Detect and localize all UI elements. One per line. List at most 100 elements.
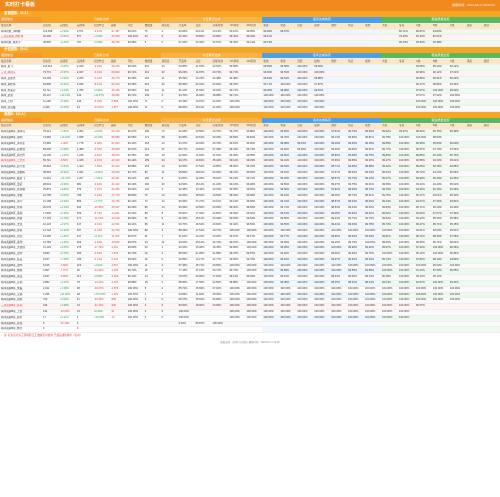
column-header[interactable]: 成交 xyxy=(364,23,382,30)
table-row[interactable]: 梅州商超B区_张华 9,690 +0.79% 260 -3.61% -7,616 99.70… xyxy=(0,251,500,258)
column-header[interactable]: 邀约 xyxy=(330,123,348,131)
column-header[interactable]: 72h转化 xyxy=(228,123,246,131)
column-header[interactable]: 目标值 xyxy=(42,123,59,131)
table-row[interactable]: 三亚_林国东 73,772 +5.37% 2,347 -0.31% -59,994 99.7… xyxy=(0,70,500,77)
table-row[interactable]: 梅州商超B区_陈美 8,207 +7.48% 185 -4.17% -6,347 99.54… xyxy=(0,257,500,264)
column-header[interactable]: 差额 xyxy=(109,58,127,66)
table-row[interactable]: 梅州商超B区_叶婷 20,079 +4.14% 641 -10.36% -15,647 99… xyxy=(0,205,500,212)
table-row[interactable]: 梅州商超B区_赵宇豪 45,818 +5.84% 1,424 -7.59% -35,424… xyxy=(0,164,500,171)
column-header[interactable]: 活跃 xyxy=(296,23,314,30)
column-header[interactable]: 复购 xyxy=(313,23,331,30)
column-header[interactable]: 对比昨日 xyxy=(92,58,110,66)
column-header[interactable]: 通话 xyxy=(482,23,500,30)
column-header[interactable]: 满意 xyxy=(465,58,483,66)
table-row[interactable]: 梅州_贾强 26,147 +12.11% 413 +11.57% -18,962 99.71… xyxy=(0,93,500,101)
column-header[interactable]: 到店 xyxy=(347,23,365,30)
column-header[interactable]: 开发率 xyxy=(177,123,195,131)
table-row[interactable]: 梅州商超B区_徐强 5 -37.16% 0 0.00% 66.67% 100.00% xyxy=(0,321,500,328)
column-header[interactable]: 到店 xyxy=(347,58,365,66)
column-header[interactable]: B类 xyxy=(431,123,449,131)
column-header[interactable]: 大客 xyxy=(381,58,399,66)
column-header[interactable]: B类 xyxy=(431,23,449,30)
column-header[interactable]: 老客 xyxy=(279,123,297,131)
table-row[interactable]: 梅州_黄杜琴 62,805 +0.21% 2,036 -8.21% -50,420 99.3… xyxy=(0,82,500,89)
column-header[interactable]: 完成值 xyxy=(58,58,76,66)
column-header[interactable]: 专项 xyxy=(398,23,415,30)
table-row[interactable]: 梅州商超B区_许鹏辉 38,518 +8.32% 1,001 +4.51% -29,915… xyxy=(0,170,500,177)
table-row[interactable]: 梅州商超B区_朱磊 2,311 +7.48% 38 -49.27% -1,879 100.0… xyxy=(0,286,500,293)
column-header[interactable]: 新客 xyxy=(262,58,280,66)
column-header[interactable]: 30d回访 xyxy=(245,23,263,30)
column-header[interactable]: 新客 xyxy=(262,23,280,30)
column-header[interactable]: 差额 xyxy=(109,123,127,131)
column-header[interactable]: 开发率 xyxy=(177,58,195,66)
column-header[interactable]: 占比 xyxy=(194,23,212,30)
column-header[interactable]: 成员名称 xyxy=(0,23,42,30)
table-row[interactable]: 梅州商超B区_李鹏 22,758 +4.59% 795 -1.23% -17,715 98.… xyxy=(0,193,500,200)
table-row[interactable]: 梅州商超B区_杨帆 3,897 -7.07% 96 -24.06% -3,005 99.73… xyxy=(0,268,500,276)
column-header[interactable]: B类 xyxy=(431,58,449,66)
column-header[interactable]: 开发率 xyxy=(177,23,195,30)
column-header[interactable]: 数据量 xyxy=(143,123,161,131)
column-header[interactable]: 老客 xyxy=(279,58,297,66)
column-header[interactable]: 老客 xyxy=(279,23,297,30)
column-header[interactable]: 成交 xyxy=(364,123,382,131)
column-header[interactable]: 30d回访 xyxy=(245,123,263,131)
table-row[interactable]: 三亚商超B区_陈丽 446 +1.38% 19 -32.14% -336 100.00% 4 0… xyxy=(0,303,500,310)
table-row[interactable]: 梅州社群_林文宇 38,895 +2.45% 757 +5.98% -38,795 99.9… xyxy=(0,40,500,47)
table-row[interactable]: 梅州商超B区_吴静 1,256 +31.82% 28 +175.00% -1,070 100… xyxy=(0,292,500,299)
column-header[interactable]: 占比 xyxy=(194,123,212,131)
column-header[interactable]: 成员名称 xyxy=(0,123,42,131)
column-header[interactable]: 首联时效 xyxy=(211,23,229,30)
column-header[interactable]: 满意 xyxy=(465,123,483,131)
table-row[interactable]: 梅州商超B区_钱华 5,915 -1.56% 119 +1.02% -4,817 100.0… xyxy=(0,263,500,270)
column-header[interactable]: C类 xyxy=(448,58,466,66)
column-header[interactable]: 活跃 xyxy=(296,123,314,131)
column-header[interactable]: C类 xyxy=(448,23,466,30)
table-row[interactable]: 梅州商超B区_林大伟 49,199 +1.02% 1,236 -0.40% -38,334… xyxy=(0,152,500,160)
column-header[interactable]: 首联时效 xyxy=(211,58,229,66)
table-row[interactable]: 梅州商超B区_温武 28,043 +5.36% 981 -3.44% -21,113 99.… xyxy=(0,181,500,189)
column-header[interactable]: 满意度 xyxy=(160,23,178,30)
table-row[interactable]: 梅州商超B区_姚星飞 31,916 +14.19% 1,267 +7.81% -25,30… xyxy=(0,176,500,183)
column-header[interactable]: 专项 xyxy=(398,123,415,131)
column-header[interactable]: A类 xyxy=(414,123,432,131)
column-header[interactable]: 差额 xyxy=(109,23,127,30)
column-header[interactable]: 数据量 xyxy=(143,23,161,30)
column-header[interactable]: 数据量 xyxy=(143,58,161,66)
table-row[interactable]: 梅州_杜荣安 53,711 +4.24% 1,789 +0.86% -45,159 99.5… xyxy=(0,88,500,95)
column-header[interactable]: 对比昨日 xyxy=(92,123,110,131)
table-row[interactable]: 梅州商超B区_王文秀 53,711 -0.50% 1,325 -2.21% -42,119… xyxy=(0,158,500,166)
column-header[interactable]: 完成值 xyxy=(58,23,76,30)
column-header[interactable]: 大客 xyxy=(381,23,399,30)
column-header[interactable]: 首联时效 xyxy=(211,123,229,131)
column-header[interactable]: 大客 xyxy=(381,123,399,131)
column-header[interactable]: 30d回访 xyxy=(245,58,263,66)
table-row[interactable]: 梅州商超B区_王凯 131 -10.29% 13 +6.33% -91 100.00% 2 0 1… xyxy=(0,309,500,316)
table-row[interactable]: 梅州_黄飞 115,012 +3.66% 4,049 -3.23% -99,225 99.0… xyxy=(0,64,500,72)
table-row[interactable]: 梅州商超B区_沈铭 16,123 +4.97% 447 -0.40% -12,631 99.… xyxy=(0,222,500,229)
table-row[interactable]: 梅州_王梓 11,228 +5.38% 446 -8.15% -8,599 100.00% 7… xyxy=(0,99,500,106)
column-header[interactable]: C类 xyxy=(448,123,466,131)
column-header[interactable]: 环比 xyxy=(126,123,144,131)
column-header[interactable]: 目标值 xyxy=(42,23,59,30)
table-row[interactable]: 梅州商超B区_杨光 0 0 xyxy=(0,326,500,334)
table-row[interactable]: 梅州商超B区_谢承亮 78,214 +7.82% 2,364 +0.63% -62,129… xyxy=(0,129,500,137)
table-row[interactable]: 梅州商超B区_刘倩 17,103 +2.79% 471 -11.13% -13,319 99… xyxy=(0,216,500,223)
column-header[interactable]: 72h转化 xyxy=(228,58,246,66)
column-header[interactable]: 完成率 xyxy=(75,58,93,66)
column-header[interactable]: 邀约 xyxy=(330,23,348,30)
column-header[interactable]: 邀约 xyxy=(330,58,348,66)
table-row[interactable]: 梅州_彭斯文 63,299 +2.63% 2,269 -0.44% -49,776 99.4… xyxy=(0,76,500,83)
table-row[interactable]: 梅州商超B区_孙婷 14,742 +0.42% 367 -2.13% -11,730 100… xyxy=(0,228,500,235)
column-header[interactable]: 成员名称 xyxy=(0,58,42,66)
table-row[interactable]: 三亚店客服_杨胜博 40,248 +6.61% 577 +1.00% -37,025 100… xyxy=(0,34,500,42)
table-row[interactable]: 梅州商超B区_高明 2,882 +2.33% 78 -14.24% -2,154 98.88… xyxy=(0,280,500,287)
table-row[interactable]: 梅州商超B区_赵启锋 58,300 +2.58% 1,489 -2.07% -45,818… xyxy=(0,147,500,154)
column-header[interactable]: A类 xyxy=(414,58,432,66)
column-header[interactable]: 满意度 xyxy=(160,58,178,66)
column-header[interactable]: 活跃 xyxy=(296,58,314,66)
table-row[interactable]: 梅州商超B区_黄超 17,895 +6.39% 559 -8.73% -14,001 99.… xyxy=(0,210,500,218)
column-header[interactable]: 环比 xyxy=(126,58,144,66)
column-header[interactable]: 专项 xyxy=(398,58,415,66)
